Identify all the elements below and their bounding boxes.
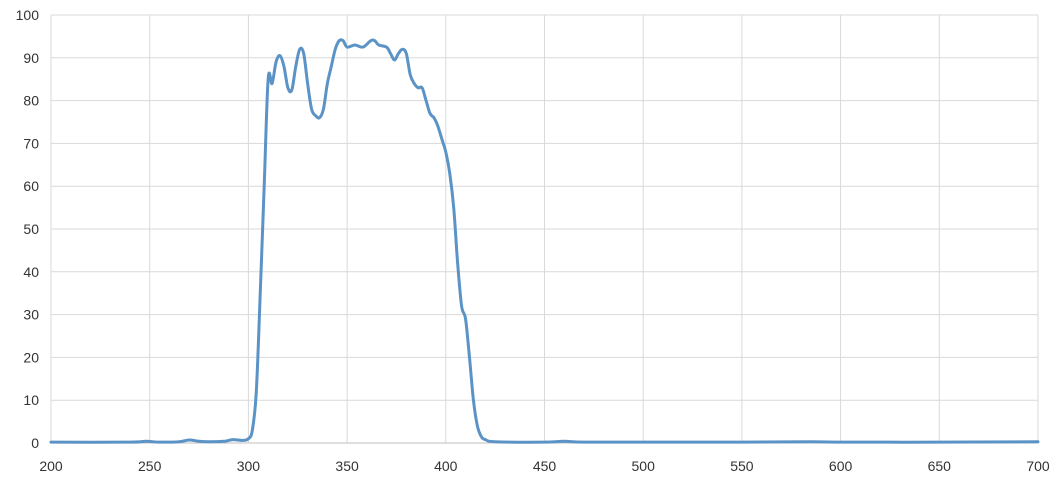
x-tick-label-300: 300 [237, 458, 261, 474]
x-tick-label-500: 500 [632, 458, 656, 474]
y-tick-label-40: 40 [23, 264, 39, 280]
series-line-0 [49, 38, 1040, 444]
y-tick-label-100: 100 [16, 7, 40, 23]
y-tick-label-90: 90 [23, 50, 39, 66]
x-tick-label-350: 350 [335, 458, 359, 474]
y-tick-label-50: 50 [23, 221, 39, 237]
plot-area-series [49, 38, 1040, 444]
y-tick-label-80: 80 [23, 93, 39, 109]
y-tick-label-30: 30 [23, 307, 39, 323]
y-tick-label-70: 70 [23, 135, 39, 151]
y-tick-label-0: 0 [31, 435, 39, 451]
y-tick-label-60: 60 [23, 178, 39, 194]
y-axis-tick-labels: 0 10 20 30 40 50 60 70 80 90 100 [16, 7, 40, 451]
x-axis-tick-labels: 200 250 300 350 400 450 500 550 600 650 700 [39, 458, 1050, 474]
x-tick-label-550: 550 [730, 458, 754, 474]
x-tick-label-450: 450 [533, 458, 557, 474]
x-tick-label-200: 200 [39, 458, 63, 474]
x-tick-label-650: 650 [928, 458, 952, 474]
x-tick-label-400: 400 [434, 458, 458, 474]
grid-lines [50, 14, 1039, 443]
y-tick-label-10: 10 [23, 392, 39, 408]
x-tick-label-600: 600 [829, 458, 853, 474]
x-tick-label-700: 700 [1026, 458, 1050, 474]
x-tick-label-250: 250 [138, 458, 162, 474]
y-tick-label-20: 20 [23, 349, 39, 365]
